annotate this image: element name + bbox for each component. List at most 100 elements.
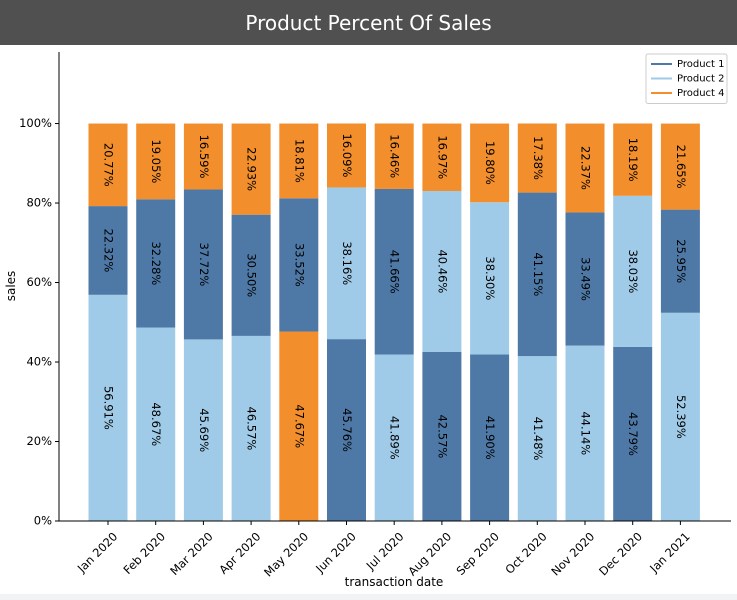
- data-label: 47.67%: [292, 404, 306, 448]
- x-tick-label: Jan 2021: [646, 529, 692, 575]
- data-label: 45.76%: [340, 408, 354, 452]
- y-tick-label: 0%: [34, 514, 52, 528]
- data-label: 41.15%: [531, 252, 545, 296]
- bar-segment: [470, 354, 510, 521]
- bar-segment: [565, 123, 605, 213]
- page-title: Product Percent Of Sales: [245, 10, 492, 35]
- data-label: 41.48%: [531, 417, 545, 461]
- data-label: 41.90%: [483, 416, 497, 460]
- y-tick-label: 80%: [26, 196, 52, 210]
- chart-area: 56.91% 22.32% 20.77% 48.67% 32.28% 19.05% 45.6…: [0, 45, 737, 594]
- bar-segment: [374, 354, 414, 521]
- data-label: 44.14%: [579, 411, 593, 455]
- x-tick-label: Jul 2020: [363, 529, 407, 573]
- data-label: 22.32%: [102, 229, 116, 273]
- bar-segment: [183, 339, 223, 521]
- bar-segment: [374, 188, 414, 355]
- data-label: 33.49%: [579, 257, 593, 301]
- data-label: 52.39%: [674, 395, 688, 439]
- bar-segment: [374, 123, 414, 189]
- bar-segment: [517, 192, 557, 357]
- bar-segment: [136, 123, 176, 200]
- y-tick-label: 60%: [26, 275, 52, 289]
- x-tick-label: May 2020: [261, 529, 311, 579]
- bar-segment: [565, 212, 605, 346]
- y-tick-label: 40%: [26, 355, 52, 369]
- bar-segment: [279, 123, 319, 199]
- data-label: 56.91%: [102, 386, 116, 430]
- bar-segment: [517, 123, 557, 193]
- bar-segment: [470, 202, 510, 355]
- data-label: 43.79%: [626, 412, 640, 456]
- data-label: 38.30%: [483, 256, 497, 300]
- bar-segment: [613, 195, 653, 347]
- data-label: 19.05%: [149, 139, 163, 183]
- data-label: 48.67%: [149, 402, 163, 446]
- bar-segment: [422, 190, 462, 352]
- y-axis-label: sales: [4, 271, 18, 302]
- header-bar: Product Percent Of Sales: [0, 0, 737, 45]
- x-tick-label: Jun 2020: [312, 529, 359, 576]
- data-label: 16.97%: [435, 135, 449, 179]
- data-label: 17.38%: [531, 136, 545, 180]
- data-label: 37.72%: [197, 243, 211, 287]
- x-tick-label: Aug 2020: [405, 529, 454, 578]
- x-tick-label: Jan 2020: [74, 529, 120, 575]
- x-tick-label: Dec 2020: [596, 529, 645, 578]
- data-label: 16.09%: [340, 134, 354, 178]
- bar-segment: [660, 123, 700, 210]
- data-label: 32.28%: [149, 241, 163, 285]
- data-label: 45.69%: [197, 408, 211, 452]
- bar-segment: [183, 189, 223, 340]
- bar-segment: [660, 312, 700, 521]
- bottom-strip: [0, 594, 737, 600]
- bar-segment: [183, 123, 223, 190]
- legend-label: Product 1: [677, 59, 725, 70]
- x-tick-label: Feb 2020: [120, 529, 168, 577]
- x-tick-label: Sep 2020: [453, 529, 502, 578]
- y-tick-label: 100%: [19, 116, 52, 130]
- bar-segment: [231, 123, 271, 215]
- bar-segment: [279, 331, 319, 521]
- x-axis-label: transaction date: [345, 575, 444, 589]
- data-label: 30.50%: [245, 253, 259, 297]
- data-label: 38.16%: [340, 241, 354, 285]
- bar-segment: [565, 345, 605, 521]
- x-tick-label: Oct 2020: [502, 529, 549, 576]
- legend-label: Product 2: [677, 74, 725, 85]
- data-label: 25.95%: [674, 239, 688, 283]
- data-label: 41.89%: [388, 416, 402, 460]
- y-tick-label: 20%: [26, 434, 52, 448]
- bar-segment: [660, 209, 700, 313]
- x-tick-label: Nov 2020: [548, 529, 597, 578]
- data-label: 18.81%: [292, 139, 306, 183]
- data-label: 20.77%: [102, 143, 116, 187]
- bar-segment: [88, 123, 128, 207]
- bar-segment: [327, 123, 366, 188]
- data-label: 16.59%: [197, 135, 211, 179]
- data-label: 22.37%: [579, 146, 593, 190]
- legend-label: Product 4: [677, 88, 725, 99]
- data-label: 33.52%: [292, 243, 306, 287]
- bar-segment: [422, 123, 462, 191]
- bar-segment: [327, 339, 366, 521]
- bar-segment: [327, 187, 366, 340]
- data-label: 19.80%: [483, 141, 497, 185]
- x-tick-label: Mar 2020: [167, 529, 216, 578]
- data-label: 40.46%: [435, 249, 449, 293]
- bar-segment: [517, 356, 557, 521]
- data-label: 18.19%: [626, 138, 640, 182]
- data-label: 46.57%: [245, 407, 259, 451]
- data-label: 22.93%: [245, 147, 259, 191]
- bar-segment: [470, 123, 510, 203]
- bar-segment: [88, 206, 128, 295]
- bar-segment: [88, 294, 128, 521]
- bar-segment: [279, 198, 319, 332]
- data-label: 41.66%: [388, 250, 402, 294]
- bar-segment: [231, 335, 271, 521]
- bar-segment: [422, 351, 462, 521]
- stacked-bar-chart: 56.91% 22.32% 20.77% 48.67% 32.28% 19.05% 45.6…: [4, 52, 731, 589]
- data-label: 21.65%: [674, 145, 688, 189]
- data-label: 16.46%: [388, 134, 402, 178]
- bar-segment: [613, 346, 653, 521]
